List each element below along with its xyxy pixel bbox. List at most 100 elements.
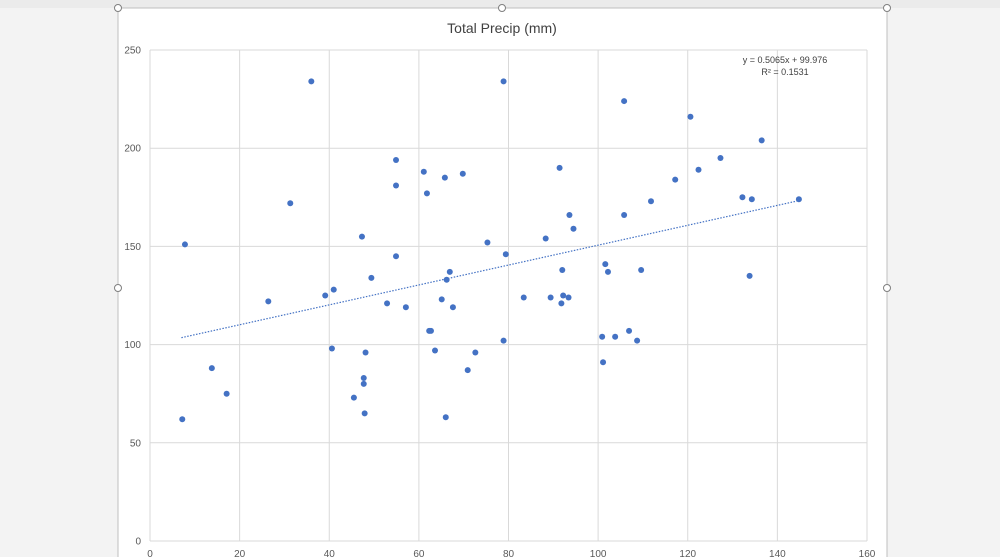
resize-handle-left[interactable]: [114, 284, 122, 292]
data-point[interactable]: [484, 239, 491, 246]
data-point[interactable]: [446, 268, 453, 275]
data-points[interactable]: [179, 78, 802, 423]
data-point[interactable]: [560, 292, 567, 299]
data-point[interactable]: [393, 182, 400, 189]
data-point[interactable]: [432, 347, 439, 354]
x-tick-label: 20: [234, 549, 246, 557]
data-point[interactable]: [626, 327, 633, 334]
data-point[interactable]: [547, 294, 554, 301]
data-point[interactable]: [322, 292, 329, 299]
y-tick-label: 250: [124, 46, 141, 57]
x-tick-label: 80: [503, 549, 515, 557]
trendline[interactable]: [181, 199, 800, 339]
data-point[interactable]: [758, 137, 765, 144]
chart-title[interactable]: Total Precip (mm): [447, 20, 557, 36]
data-point[interactable]: [739, 194, 746, 201]
data-point[interactable]: [362, 349, 369, 356]
data-point[interactable]: [566, 211, 573, 218]
data-point[interactable]: [368, 274, 375, 281]
data-point[interactable]: [330, 286, 337, 293]
data-point[interactable]: [612, 333, 619, 340]
trendline-r-squared[interactable]: R² = 0.1531: [761, 67, 808, 77]
y-axis-labels: 0 50 100 150 200 250: [124, 46, 141, 548]
resize-handle-right[interactable]: [883, 284, 891, 292]
data-point[interactable]: [717, 155, 724, 162]
data-point[interactable]: [621, 98, 628, 105]
data-point[interactable]: [559, 266, 566, 273]
data-point[interactable]: [420, 168, 427, 175]
trendline-equation[interactable]: y = 0.5065x + 99.976: [743, 55, 828, 65]
data-point[interactable]: [328, 345, 335, 352]
x-tick-label: 40: [324, 549, 336, 557]
chart-frame[interactable]: [117, 7, 888, 557]
data-point[interactable]: [361, 410, 368, 417]
data-point[interactable]: [438, 296, 445, 303]
data-point[interactable]: [634, 337, 641, 344]
title-bar: [0, 0, 1000, 8]
data-point[interactable]: [393, 253, 400, 260]
data-point[interactable]: [350, 394, 357, 401]
data-point[interactable]: [687, 113, 694, 120]
data-point[interactable]: [600, 359, 607, 366]
data-point[interactable]: [208, 365, 215, 372]
x-tick-label: 160: [859, 549, 876, 557]
data-point[interactable]: [621, 211, 628, 218]
trendline-group[interactable]: [181, 199, 800, 339]
data-point[interactable]: [442, 414, 449, 421]
data-point[interactable]: [672, 176, 679, 183]
y-tick-label: 0: [135, 537, 141, 548]
data-point[interactable]: [265, 298, 272, 305]
data-point[interactable]: [570, 225, 577, 232]
data-point[interactable]: [423, 190, 430, 197]
data-point[interactable]: [464, 367, 471, 374]
data-point[interactable]: [384, 300, 391, 307]
x-tick-label: 120: [679, 549, 696, 557]
resize-handle-top[interactable]: [498, 4, 506, 12]
data-point[interactable]: [648, 198, 655, 205]
x-axis-labels: 0 20 40 60 80 100 120 140 160: [147, 549, 876, 557]
data-point[interactable]: [746, 272, 753, 279]
data-point[interactable]: [500, 78, 507, 85]
x-tick-label: 60: [413, 549, 425, 557]
x-tick-label: 0: [147, 549, 153, 557]
data-point[interactable]: [695, 166, 702, 173]
data-point[interactable]: [360, 374, 367, 381]
data-point[interactable]: [459, 170, 466, 177]
data-point[interactable]: [604, 268, 611, 275]
data-point[interactable]: [443, 276, 450, 283]
y-tick-label: 200: [124, 144, 141, 155]
y-tick-label: 100: [124, 340, 141, 351]
data-point[interactable]: [748, 196, 755, 203]
data-point[interactable]: [427, 327, 434, 334]
x-tick-label: 100: [590, 549, 607, 557]
data-point[interactable]: [287, 200, 294, 207]
data-point[interactable]: [602, 261, 609, 268]
data-point[interactable]: [502, 251, 509, 258]
x-tick-label: 140: [769, 549, 786, 557]
data-point[interactable]: [308, 78, 315, 85]
data-point[interactable]: [223, 390, 230, 397]
data-point[interactable]: [181, 241, 188, 248]
data-point[interactable]: [599, 333, 606, 340]
y-tick-label: 150: [124, 242, 141, 253]
data-point[interactable]: [556, 164, 563, 171]
data-point[interactable]: [360, 380, 367, 387]
data-point[interactable]: [795, 196, 802, 203]
data-point[interactable]: [565, 294, 572, 301]
data-point[interactable]: [393, 156, 400, 163]
data-point[interactable]: [402, 304, 409, 311]
data-point[interactable]: [449, 304, 456, 311]
resize-handle-top-left[interactable]: [114, 4, 122, 12]
y-tick-label: 50: [130, 438, 142, 449]
data-point[interactable]: [500, 337, 507, 344]
data-point[interactable]: [179, 416, 186, 423]
data-point[interactable]: [358, 233, 365, 240]
data-point[interactable]: [520, 294, 527, 301]
data-point[interactable]: [542, 235, 549, 242]
data-point[interactable]: [472, 349, 479, 356]
data-point[interactable]: [638, 266, 645, 273]
data-point[interactable]: [558, 300, 565, 307]
resize-handle-top-right[interactable]: [883, 4, 891, 12]
data-point[interactable]: [441, 174, 448, 181]
